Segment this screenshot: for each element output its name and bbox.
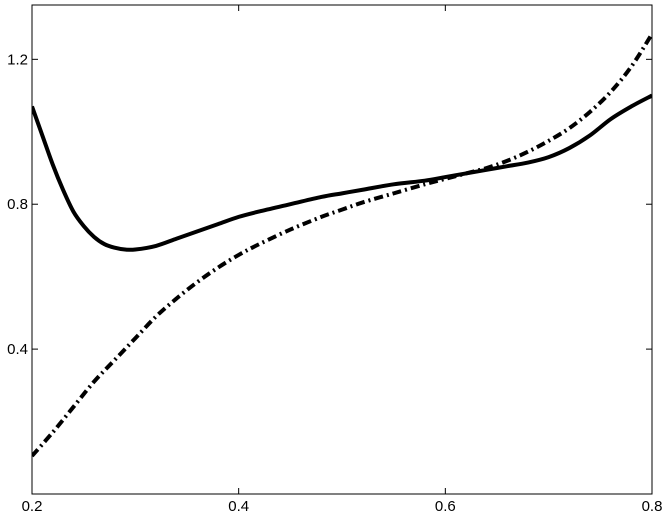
x-tick-label: 0.2 xyxy=(22,498,43,515)
x-tick-label: 0.6 xyxy=(435,498,456,515)
y-tick-label: 0.4 xyxy=(7,341,28,358)
tick-label-layer: 0.2 0.4 0.6 0.8 0.4 0.8 1.2 xyxy=(7,51,662,515)
y-tick-label: 1.2 xyxy=(7,51,28,68)
series-line-dashdot xyxy=(32,32,652,458)
plot-frame xyxy=(31,4,653,495)
y-tick-label: 0.8 xyxy=(7,196,28,213)
x-tick-label: 0.8 xyxy=(642,498,663,515)
series-layer xyxy=(32,32,652,458)
series-line-solid xyxy=(32,93,652,252)
x-tick-label: 0.4 xyxy=(228,498,249,515)
